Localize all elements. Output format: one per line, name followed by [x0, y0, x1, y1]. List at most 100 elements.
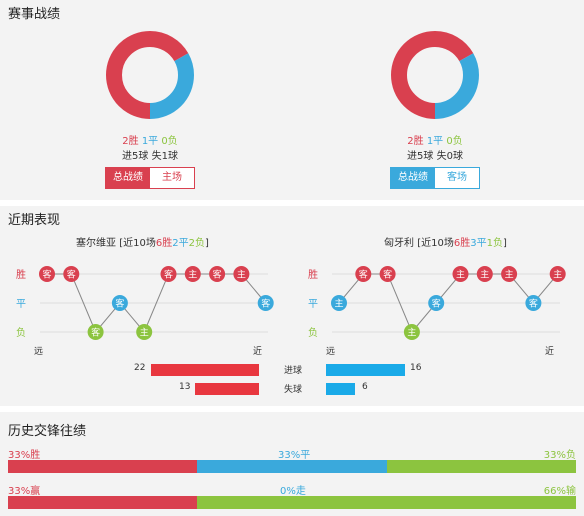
record-title: 赛事战绩: [8, 7, 61, 22]
recent-title: 近期表现: [8, 213, 61, 228]
away-axis-near-label: 近: [545, 345, 554, 357]
conceded-label: 失球: [283, 385, 302, 395]
away-form-venue-label: 客: [359, 269, 368, 281]
away-conceded-value: 6: [362, 382, 368, 392]
h2h-handicap-lose-label: 66%输: [543, 486, 576, 497]
away-form-venue-label: 主: [553, 269, 562, 281]
home-conceded: 失1球: [151, 151, 178, 162]
home-axis-near-label: 近: [253, 345, 262, 357]
away-recent-suffix: ]: [502, 238, 507, 249]
away-record-summary: 2胜 1平 0负 进5球 失0球: [375, 134, 495, 164]
away-form-venue-label: 主: [480, 269, 489, 281]
away-form-point[interactable]: [355, 266, 372, 282]
home-form-venue-label: 客: [115, 298, 124, 310]
home-conceded-value: 13: [179, 382, 191, 392]
home-recent-suffix: ]: [204, 238, 209, 249]
tab-home-total[interactable]: 总战绩: [106, 168, 150, 188]
away-form-point[interactable]: [525, 295, 542, 311]
away-conceded: 失0球: [436, 151, 463, 162]
home-form-venue-label: 主: [140, 327, 149, 339]
away-record-donut: [390, 30, 480, 120]
tab-away-venue[interactable]: 客场: [435, 168, 479, 188]
home-form-venue-label: 主: [188, 269, 197, 281]
away-form-chart: 胜平负主客 客主客主主主客主远近: [308, 266, 566, 357]
h2h-result-bar: [8, 460, 576, 473]
home-form-point[interactable]: [233, 266, 250, 282]
home-form-point[interactable]: [87, 324, 104, 340]
h2h-lose-label: 33%负: [543, 450, 576, 461]
home-recent-draws: 2平: [172, 238, 189, 249]
home-form-venue-label: 客: [164, 269, 173, 281]
away-form-line: [338, 273, 559, 333]
home-form-venue-label: 客: [213, 269, 222, 281]
away-form-venue-label: 客: [432, 298, 441, 310]
away-recent-draws: 3平: [470, 238, 487, 249]
away-form-point[interactable]: [379, 266, 396, 282]
home-form-point[interactable]: [257, 295, 274, 311]
away-goals-bar: [326, 364, 405, 376]
away-row-label-L: 负: [308, 326, 318, 339]
home-form-venue-label: 客: [91, 327, 100, 339]
away-lose-count: 0负: [446, 136, 463, 147]
home-recent-losses: 2负: [188, 238, 205, 249]
home-goals: 进5球: [122, 151, 149, 162]
tab-away-total[interactable]: 总战绩: [391, 168, 435, 188]
h2h-win-label: 33%胜: [8, 450, 41, 461]
away-form-point[interactable]: [428, 295, 445, 311]
away-form-point[interactable]: [331, 295, 347, 311]
away-recent-losses: 1负: [486, 238, 503, 249]
h2h-draw-label: 33%平: [278, 450, 311, 461]
away-form-venue-label: 主: [456, 269, 465, 281]
away-recent-prefix: [近10场: [417, 238, 454, 249]
away-row-label-W: 胜: [308, 269, 318, 281]
away-team-name: 匈牙利: [384, 238, 414, 249]
h2h-panel: 历史交锋往绩 33%胜 33%平 33%负 33%赢 0%走 66%输: [0, 412, 584, 516]
away-recent-wins: 6胜: [453, 238, 471, 249]
home-record-summary: 2胜 1平 0负 进5球 失1球: [90, 134, 210, 164]
home-form-venue-label: 客: [67, 269, 76, 281]
home-donut-draw-slice: [106, 31, 194, 119]
goals-label: 进球: [283, 366, 302, 376]
away-form-venue-label: 主: [407, 327, 416, 339]
h2h-handicap-push-label: 0%走: [280, 486, 306, 497]
h2h-title: 历史交锋往绩: [8, 424, 87, 439]
away-recent-header: 匈牙利 [近10场6胜3平1负]: [384, 234, 507, 249]
h2h-result-segment-left: [8, 460, 198, 473]
h2h-result-segment-mid: [197, 460, 387, 473]
recent-panel: 近期表现 塞尔维亚 [近10场6胜2平2负] 匈牙利 [近10场6胜3平1负] …: [0, 206, 584, 406]
away-form-venue-label: 客: [383, 269, 392, 281]
home-form-venue-label: 客: [42, 269, 51, 281]
home-form-point[interactable]: [63, 266, 80, 282]
home-draw-count: 1平: [141, 136, 159, 147]
home-form-point[interactable]: [136, 324, 153, 340]
away-record-tabs: 总战绩 客场: [390, 167, 480, 189]
away-form-venue-label: 主: [505, 269, 514, 281]
away-form-point[interactable]: [452, 266, 469, 282]
home-form-point[interactable]: [209, 266, 226, 282]
home-win-count: 2胜: [122, 136, 139, 147]
tab-home-venue[interactable]: 主场: [150, 168, 194, 188]
h2h-handicap-segment-left: [8, 496, 198, 509]
h2h-handicap-bar: [8, 496, 576, 509]
home-form-point[interactable]: [184, 266, 201, 282]
home-team-name: 塞尔维亚: [76, 238, 116, 249]
home-form-point[interactable]: [39, 266, 55, 282]
home-goals-bar: [151, 364, 259, 376]
away-form-point[interactable]: [501, 266, 518, 282]
home-recent-header: 塞尔维亚 [近10场6胜2平2负]: [76, 234, 209, 249]
away-donut-chart: [391, 31, 479, 119]
away-goals: 进5球: [407, 151, 434, 162]
home-record-tabs: 总战绩 主场: [105, 167, 195, 189]
away-form-point[interactable]: [403, 324, 420, 340]
home-recent-wins: 6胜: [155, 238, 173, 249]
away-form-venue-label: 客: [529, 298, 538, 310]
away-form-point[interactable]: [476, 266, 493, 282]
home-form-point[interactable]: [160, 266, 177, 282]
home-form-point[interactable]: [111, 295, 128, 311]
away-form-venue-label: 主: [334, 298, 343, 310]
away-form-point[interactable]: [549, 266, 566, 282]
record-panel: 赛事战绩 2胜 1平 0负 进5球 失1球 总战绩 主场 2胜 1平 0负 进5…: [0, 0, 584, 200]
home-lose-count: 0负: [161, 136, 178, 147]
away-donut-draw-slice: [391, 31, 479, 119]
home-row-label-W: 胜: [16, 269, 26, 281]
